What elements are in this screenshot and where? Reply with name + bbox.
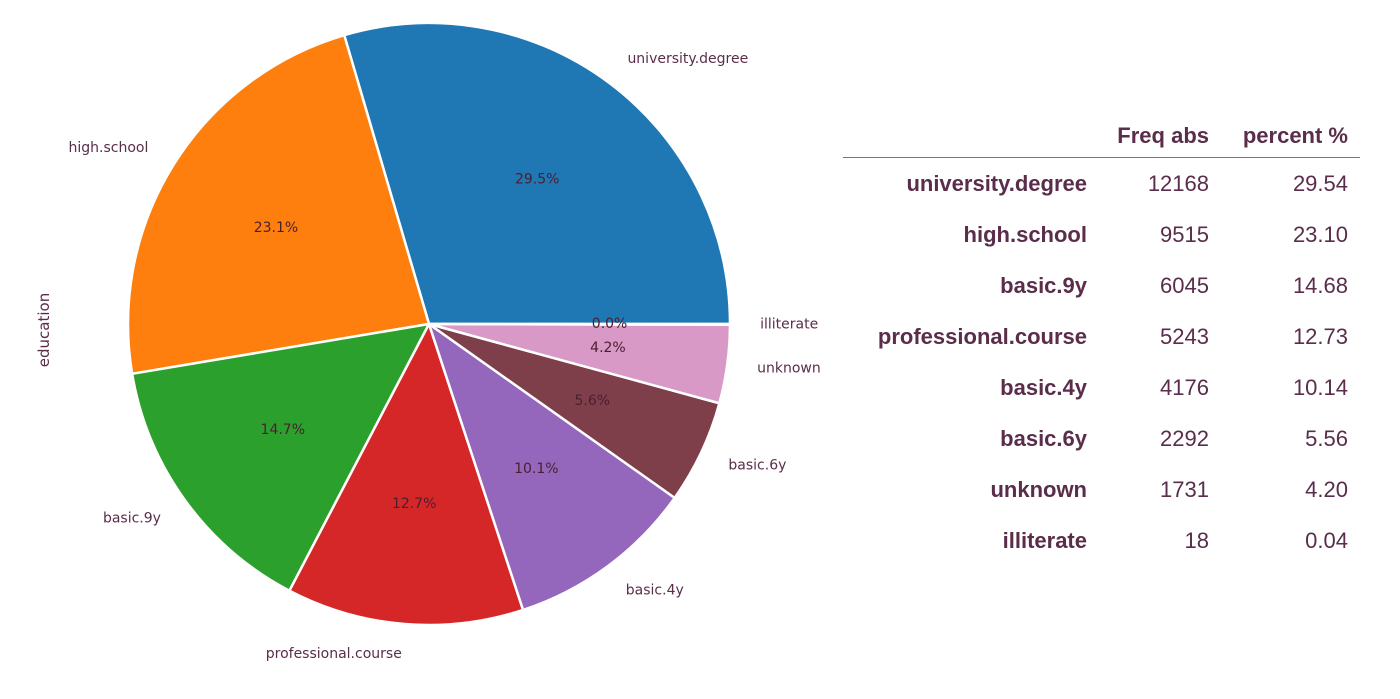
percent-cell: 23.10 <box>1292 221 1348 247</box>
pct-label-unknown: 4.2% <box>590 340 626 356</box>
table-header-index <box>843 115 1097 158</box>
row-label: professional.course <box>877 323 1087 349</box>
pct-label-basic-4y: 10.1% <box>514 461 558 477</box>
row-label: basic.9y <box>1000 272 1087 298</box>
freq-abs-cell: 12168 <box>1147 170 1209 196</box>
frequency-table: Freq abs percent % university.degree 121… <box>843 115 1360 566</box>
pie-chart: 29.5% 23.1% 14.7% 12.7% 10.1% 5.6% 4.2% 0.0% un… <box>69 21 821 662</box>
pie-slice-basic-9y <box>130 322 431 592</box>
table-row: illiterate 18 0.04 <box>843 515 1360 566</box>
pct-label-university-degree: 29.5% <box>515 171 559 187</box>
row-label: high.school <box>963 221 1087 247</box>
row-label: basic.4y <box>1000 374 1087 400</box>
category-label-illiterate: illiterate <box>760 316 818 332</box>
table-row: unknown 1731 4.20 <box>843 464 1360 515</box>
category-label-basic-4y: basic.4y <box>626 582 684 598</box>
freq-abs-cell: 1731 <box>1160 476 1209 502</box>
percent-cell: 0.04 <box>1305 527 1348 553</box>
table-row: basic.4y 4176 10.14 <box>843 362 1360 413</box>
table-row: high.school 9515 23.10 <box>843 209 1360 260</box>
row-label: illiterate <box>1002 527 1087 553</box>
category-label-professional-course: professional.course <box>266 646 402 662</box>
pct-label-high-school: 23.1% <box>254 220 298 236</box>
freq-abs-cell: 2292 <box>1160 425 1209 451</box>
freq-abs-cell: 4176 <box>1160 374 1209 400</box>
table-row: university.degree 12168 29.54 <box>843 158 1360 210</box>
pct-label-basic-6y: 5.6% <box>575 393 611 409</box>
freq-abs-cell: 5243 <box>1160 323 1209 349</box>
row-label: basic.6y <box>1000 425 1087 451</box>
pie-slice-university-degree <box>342 21 732 326</box>
percent-cell: 12.73 <box>1292 323 1348 349</box>
freq-abs-cell: 9515 <box>1160 221 1209 247</box>
category-label-high-school: high.school <box>69 140 149 156</box>
table-header-row: Freq abs percent % <box>843 115 1360 158</box>
pct-label-professional-course: 12.7% <box>392 496 436 512</box>
pie-slice-illiterate <box>427 322 732 327</box>
freq-abs-cell: 6045 <box>1160 272 1209 298</box>
table-row: basic.6y 2292 5.56 <box>843 413 1360 464</box>
table-row: professional.course 5243 12.73 <box>843 311 1360 362</box>
pie-slice-basic-4y <box>427 322 676 612</box>
percent-cell: 5.56 <box>1305 425 1348 451</box>
table-header-freq-abs: Freq abs <box>1097 115 1221 158</box>
pie-slice-professional-course <box>288 322 525 627</box>
percent-cell: 14.68 <box>1292 272 1348 298</box>
category-label-basic-6y: basic.6y <box>728 457 786 473</box>
table-header-percent: percent % <box>1221 115 1360 158</box>
pie-slice-high-school <box>126 33 431 376</box>
category-label-unknown: unknown <box>757 360 821 376</box>
percent-cell: 29.54 <box>1292 170 1348 196</box>
pct-label-basic-9y: 14.7% <box>261 422 305 438</box>
freq-abs-cell: 18 <box>1184 527 1209 553</box>
row-label: university.degree <box>906 170 1087 196</box>
table-row: basic.9y 6045 14.68 <box>843 260 1360 311</box>
row-label: unknown <box>990 476 1087 502</box>
category-label-basic-9y: basic.9y <box>103 510 161 526</box>
category-label-university-degree: university.degree <box>627 51 748 67</box>
percent-cell: 10.14 <box>1292 374 1348 400</box>
y-axis-label: education <box>35 292 53 368</box>
pct-label-illiterate: 0.0% <box>592 316 628 332</box>
percent-cell: 4.20 <box>1305 476 1348 502</box>
